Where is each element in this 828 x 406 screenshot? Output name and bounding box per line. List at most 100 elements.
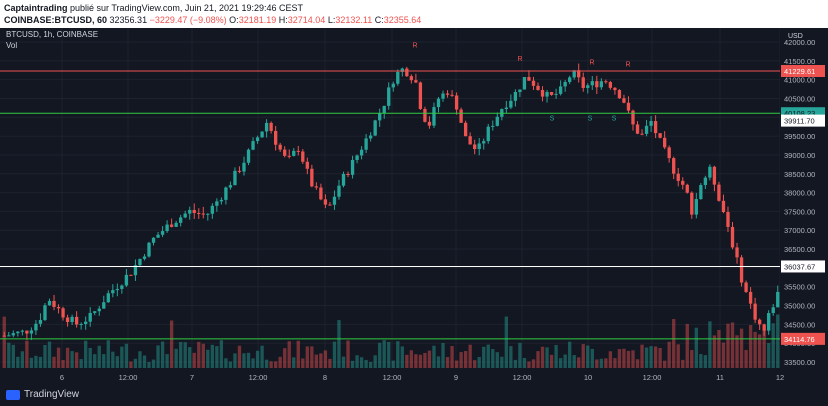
- time-tick-label: 8: [323, 373, 327, 382]
- candle-body: [38, 320, 43, 324]
- candle-body: [219, 199, 224, 202]
- candle-body: [518, 89, 522, 92]
- volume-bar: [531, 359, 536, 368]
- volume-bar: [482, 346, 486, 368]
- candle-body: [382, 105, 386, 114]
- candle-body: [278, 144, 282, 150]
- candle-body: [730, 226, 735, 248]
- candle-body: [721, 200, 726, 213]
- candle-body: [378, 113, 382, 121]
- candle-body: [662, 137, 667, 148]
- volume-bar: [522, 357, 527, 368]
- time-tick-label: 12:00: [119, 373, 138, 382]
- volume-bar: [237, 345, 242, 368]
- candle-body: [486, 126, 490, 142]
- volume-bar: [527, 361, 531, 368]
- footer: TradingView: [0, 386, 828, 406]
- candle-body: [631, 110, 635, 125]
- time-axis[interactable]: [0, 368, 828, 386]
- candle-body: [563, 81, 567, 87]
- volume-bar: [337, 320, 341, 368]
- volume-bar: [572, 355, 576, 368]
- volume-bar: [296, 340, 300, 368]
- volume-bar: [165, 354, 169, 368]
- candle-body: [233, 170, 237, 186]
- candle-body: [120, 285, 124, 289]
- legend-volume: Vol: [6, 41, 18, 50]
- currency-label: USD: [788, 33, 803, 40]
- volume-bar: [106, 340, 110, 368]
- volume-bar: [206, 349, 210, 368]
- candle-body: [522, 77, 527, 90]
- candle-body: [201, 213, 205, 215]
- candle-body: [183, 213, 187, 218]
- candle-body: [174, 222, 178, 227]
- candle-body: [319, 187, 323, 200]
- volume-bar: [29, 357, 34, 368]
- candle-body: [328, 204, 332, 206]
- candle-body: [581, 77, 585, 88]
- tradingview-logo[interactable]: TradingView: [6, 389, 79, 400]
- volume-bar: [699, 354, 703, 368]
- candle-body: [237, 170, 242, 172]
- candle-body: [301, 151, 305, 162]
- candle-body: [133, 265, 138, 276]
- volume-bar: [427, 350, 432, 368]
- price-chart[interactable]: R R R R S S S USD 42000.00 41500.00 41000.00 40500.…: [0, 28, 828, 386]
- volume-bar: [242, 353, 246, 368]
- volume-bar: [468, 344, 472, 368]
- volume-bar: [228, 361, 233, 368]
- candle-body: [111, 290, 115, 294]
- volume-bar: [305, 346, 309, 368]
- price-tick-label: 41500.00: [784, 57, 815, 66]
- volume-bar: [169, 320, 174, 368]
- volume-bar: [463, 351, 468, 368]
- candle-body: [79, 323, 83, 325]
- volume-bar: [549, 354, 554, 368]
- candle-body: [169, 224, 174, 227]
- candle-body: [572, 70, 576, 78]
- candle-body: [368, 135, 373, 139]
- volume-bar: [224, 358, 228, 368]
- volume-bar: [151, 359, 156, 368]
- candle-body: [179, 217, 183, 223]
- candle-body: [11, 333, 15, 336]
- volume-bar: [47, 341, 52, 368]
- volume-bar: [264, 359, 269, 368]
- candle-body: [459, 109, 463, 123]
- candle-body: [16, 331, 20, 334]
- volume-bar: [355, 355, 359, 368]
- time-tick-label: 6: [60, 373, 64, 382]
- brand-label: TradingView: [24, 389, 80, 400]
- volume-bar: [378, 342, 382, 368]
- time-tick-label: 7: [190, 373, 194, 382]
- price-tick-label: 39000.00: [784, 151, 815, 160]
- price-tick-label: 35500.00: [784, 283, 815, 292]
- candle-body: [391, 83, 395, 88]
- publication-header: Captaintrading publié sur TradingView.co…: [0, 0, 828, 28]
- volume-bar: [124, 343, 129, 368]
- volume-bar: [631, 350, 635, 368]
- candle-body: [762, 324, 766, 331]
- volume-bar: [332, 341, 337, 368]
- volume-bar: [649, 346, 653, 368]
- time-tick-label: 9: [454, 373, 458, 382]
- annotation-label: R: [589, 60, 594, 67]
- volume-bar: [477, 356, 481, 368]
- volume-bar: [690, 350, 694, 368]
- candle-body: [667, 147, 671, 159]
- low-value: 32132.11: [335, 15, 373, 25]
- volume-bar: [748, 325, 753, 368]
- price-axis[interactable]: [780, 28, 828, 386]
- volume-bar: [97, 345, 101, 368]
- time-tick-label: 12:00: [383, 373, 402, 382]
- volume-bar: [726, 323, 730, 368]
- volume-bar: [382, 340, 386, 368]
- volume-bar: [387, 341, 391, 368]
- candle-body: [129, 274, 133, 276]
- volume-bar: [685, 323, 689, 368]
- price-tick-label: 41000.00: [784, 76, 815, 85]
- volume-bar: [486, 344, 490, 368]
- volume-bar: [52, 356, 56, 368]
